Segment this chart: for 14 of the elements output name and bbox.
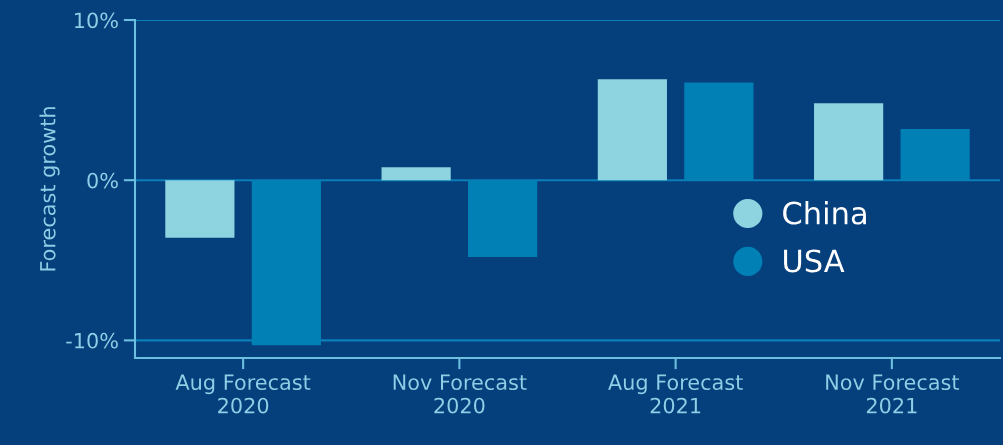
bar <box>814 103 884 181</box>
bar <box>165 180 235 238</box>
y-tick-label: -10% <box>66 332 118 349</box>
y-axis-title: Forecast growth <box>39 107 60 271</box>
x-tick-label: Aug Forecast 2020 <box>175 374 311 414</box>
bar <box>381 167 451 181</box>
x-tick-label: Nov Forecast 2020 <box>393 374 527 414</box>
x-tick-label: Nov Forecast 2021 <box>826 374 960 414</box>
x-tick-label: Aug Forecast 2021 <box>608 374 743 414</box>
legend-label: China <box>783 200 866 225</box>
y-tick-label: 10% <box>75 12 118 29</box>
legend-label: USA <box>784 249 845 273</box>
bar <box>597 79 667 181</box>
y-tick-label: 0% <box>87 172 118 189</box>
